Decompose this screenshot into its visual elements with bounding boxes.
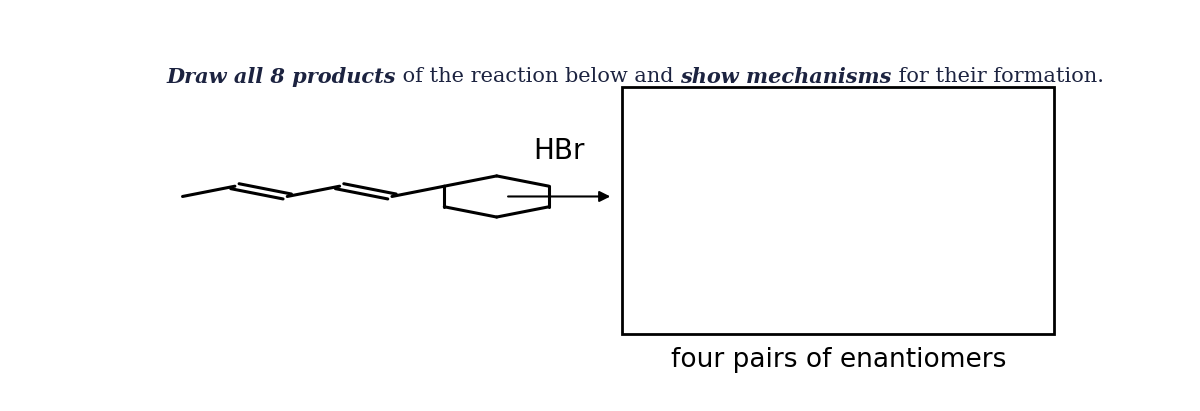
Bar	[623, 87, 1054, 334]
Text: show mechanisms: show mechanisms	[680, 67, 892, 87]
Text: for their formation.: for their formation.	[892, 67, 1104, 86]
Text: HBr: HBr	[534, 137, 584, 165]
Text: Draw all 8 products: Draw all 8 products	[167, 67, 396, 87]
Text: four pairs of enantiomers: four pairs of enantiomers	[671, 347, 1006, 373]
Text: of the reaction below and: of the reaction below and	[396, 67, 680, 86]
